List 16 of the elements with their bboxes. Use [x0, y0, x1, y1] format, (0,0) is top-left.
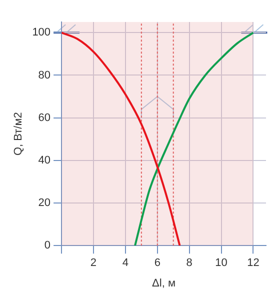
y-tick-label: 40 [38, 154, 51, 166]
y-axis-title: Q, Вт/м2 [12, 112, 25, 156]
line-series [134, 32, 254, 246]
y-tick-label: 80 [38, 69, 51, 82]
line-series [62, 32, 181, 246]
x-tick-label: 12 [247, 257, 260, 270]
y-tick-label: 100 [32, 26, 51, 39]
y-tick-label: 0 [44, 240, 51, 252]
x-tick-label: 2 [90, 257, 97, 270]
y-tick-label: 60 [38, 112, 51, 124]
x-tick-label: 10 [215, 257, 228, 270]
x-tick-label: 8 [186, 257, 192, 270]
x-axis-title: Δl, м [152, 277, 176, 290]
y-tick-label: 20 [38, 197, 51, 210]
x-tick-label: 6 [154, 257, 160, 270]
x-tick-label: 4 [122, 257, 129, 270]
